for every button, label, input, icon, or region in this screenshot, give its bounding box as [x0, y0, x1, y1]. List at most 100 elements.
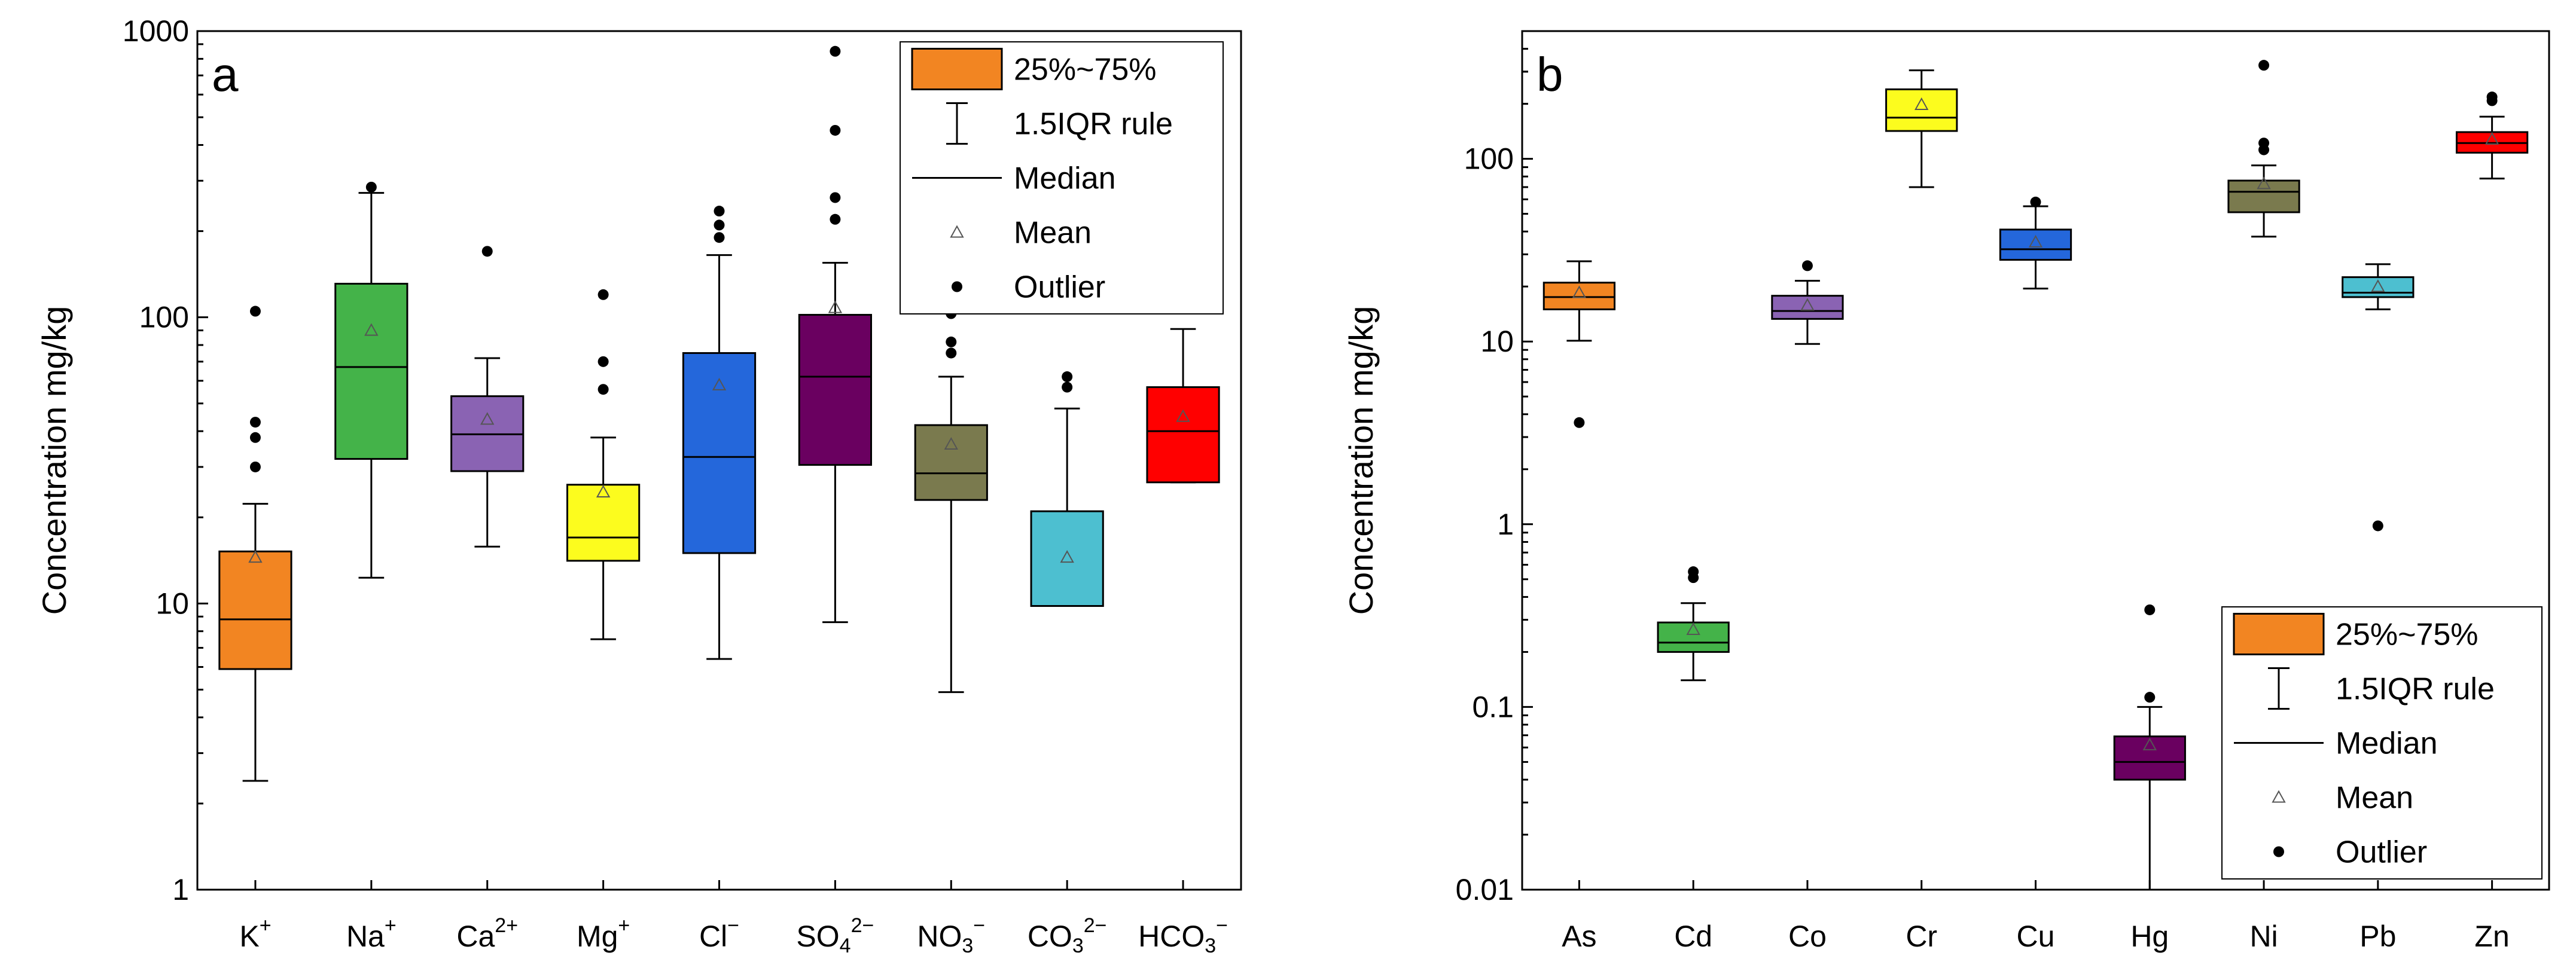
legend-item-box: 25%~75%	[911, 48, 1157, 90]
iqr-box	[566, 484, 641, 562]
mean-marker	[480, 412, 495, 425]
iqr-box	[914, 424, 988, 501]
box-cu	[1999, 196, 2072, 290]
mean-marker	[1176, 409, 1190, 422]
y-tick-label: 1000	[123, 14, 189, 48]
chart-panel-a: 1 10 100 1000 Concentration mg/kg a K+ Na+ Ca2+ M…	[35, 14, 1242, 957]
legend-item-whisker: 1.5IQR rule	[2268, 667, 2495, 710]
category-label: Ni	[2249, 920, 2278, 953]
legend-item-whisker: 1.5IQR rule	[946, 102, 1173, 145]
category-label: SO42−	[796, 914, 874, 957]
legend-item-outlier: Outlier	[952, 270, 1105, 305]
iqr-box	[682, 352, 757, 554]
category-label: As	[1562, 920, 1596, 953]
legend-outlier-dot	[2273, 846, 2284, 857]
legend-box-swatch	[911, 48, 1003, 90]
outlier-point	[2486, 91, 2498, 103]
box-as	[1542, 260, 1616, 428]
legend-item-mean: Mean	[950, 216, 1092, 251]
outlier-point	[1062, 371, 1073, 383]
mean-marker	[1915, 97, 1929, 110]
iqr-box	[798, 314, 872, 466]
legend-label: Median	[1014, 161, 1116, 196]
mean-marker	[1686, 622, 1700, 636]
legend-label: 1.5IQR rule	[1014, 107, 1173, 142]
mean-marker	[1800, 298, 1815, 311]
box-so	[798, 45, 872, 624]
category-label: Cr	[1906, 920, 1937, 953]
legend-label: Outlier	[2336, 835, 2427, 870]
outlier-point	[249, 461, 261, 472]
mean-marker	[712, 377, 727, 390]
panel-letter: b	[1537, 48, 1563, 101]
legend-label: Outlier	[1014, 270, 1105, 305]
category-label: Hg	[2130, 920, 2169, 953]
outlier-point	[1688, 566, 1699, 578]
outlier-point	[2258, 138, 2270, 149]
y-tick-label: 10	[1480, 325, 1514, 358]
legend-item-median: Median	[912, 161, 1116, 196]
legend-item-mean: Mean	[2272, 781, 2413, 816]
category-label: Co	[1788, 920, 1827, 953]
category-label: Cl−	[699, 914, 739, 953]
box-pb	[2342, 263, 2415, 532]
mean-marker	[1060, 550, 1074, 563]
iqr-box	[334, 283, 408, 460]
category-label: K+	[239, 914, 271, 953]
category-label: Cd	[1674, 920, 1712, 953]
outlier-point	[481, 246, 493, 257]
category-label: Zn	[2474, 920, 2509, 953]
outlier-point	[2372, 520, 2383, 532]
outlier-point	[2144, 692, 2156, 703]
legend-item-outlier: Outlier	[2273, 835, 2427, 870]
legend-label: Mean	[1014, 216, 1092, 251]
outlier-point	[946, 347, 957, 359]
y-tick-label: 100	[139, 301, 189, 334]
outlier-point	[249, 417, 261, 428]
box-cl	[682, 206, 757, 660]
iqr-box	[1999, 228, 2072, 261]
outlier-point	[1801, 260, 1813, 271]
outlier-point	[597, 356, 609, 367]
legend-box-swatch	[2233, 613, 2325, 655]
legend-item-median: Median	[2234, 726, 2438, 761]
category-label: Pb	[2359, 920, 2396, 953]
outlier-point	[1574, 417, 1585, 428]
iqr-box	[1030, 510, 1104, 607]
y-tick-label: 0.01	[1456, 873, 1514, 906]
iqr-box	[2227, 179, 2300, 213]
outlier-point	[2144, 604, 2156, 615]
mean-marker	[2371, 279, 2385, 292]
box-ni	[2227, 60, 2300, 238]
legend: 25%~75% 1.5IQR rule Median Mean Outlier	[900, 41, 1224, 314]
mean-marker	[2028, 234, 2043, 248]
outlier-point	[830, 45, 841, 57]
box-ca	[450, 246, 525, 548]
outlier-point	[249, 432, 261, 443]
iqr-box	[1146, 386, 1220, 484]
mean-marker	[596, 484, 611, 498]
y-tick-label: 1	[172, 873, 189, 906]
legend-mean-marker	[950, 225, 964, 238]
y-tick-label: 0.1	[1472, 690, 1514, 723]
outlier-point	[597, 289, 609, 300]
mean-marker	[364, 323, 379, 336]
mean-marker	[944, 436, 958, 450]
box-zn	[2455, 91, 2529, 180]
legend-label: Median	[2336, 726, 2438, 761]
legend-mean-marker	[2272, 790, 2286, 803]
legend-label: Mean	[2336, 781, 2413, 816]
legend-label: 1.5IQR rule	[2336, 672, 2495, 707]
box-co	[1771, 260, 1844, 345]
mean-marker	[248, 550, 263, 563]
y-tick-label: 100	[1464, 142, 1514, 176]
iqr-box	[1885, 88, 1958, 132]
iqr-box	[2113, 735, 2186, 781]
outlier-point	[830, 192, 841, 203]
outlier-point	[365, 181, 377, 193]
mean-marker	[2257, 176, 2271, 190]
outlier-point	[714, 206, 725, 217]
legend-outlier-dot	[952, 281, 962, 292]
outlier-point	[597, 384, 609, 395]
